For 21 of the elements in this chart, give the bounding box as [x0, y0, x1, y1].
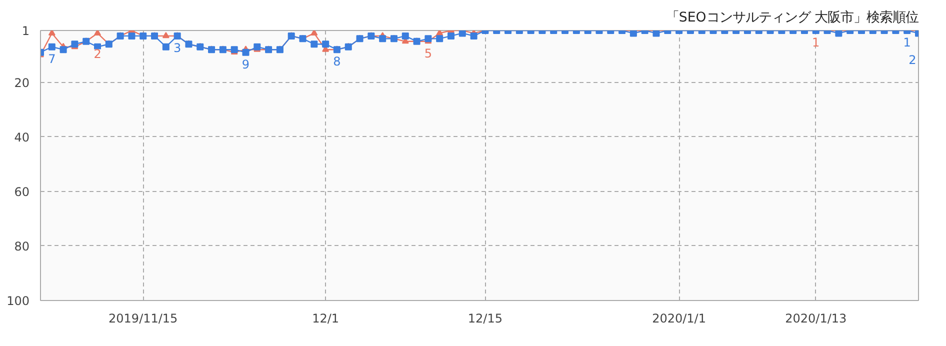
y-tick-label: 1	[22, 24, 30, 38]
data-label: 8	[333, 54, 341, 69]
data-label: 2	[908, 53, 916, 68]
y-tick-label: 60	[14, 184, 30, 199]
y-tick-label: 20	[14, 76, 30, 90]
data-label: 3	[174, 40, 182, 55]
y-tick-label: 40	[14, 130, 30, 144]
chart-title: 「SEOコンサルティング 大阪市」検索順位	[666, 10, 918, 26]
y-tick-label: 100	[6, 294, 30, 308]
x-tick-label: 2020/1/1	[652, 312, 706, 326]
data-label: 5	[424, 46, 432, 60]
x-tick-label: 2020/1/13	[785, 312, 847, 326]
x-tick-label: 12/1	[312, 312, 340, 326]
data-label: 1	[903, 36, 911, 50]
x-tick-label: 12/15	[468, 312, 503, 326]
data-label: 9	[242, 57, 250, 72]
x-tick-label: 2019/11/15	[108, 312, 178, 326]
data-label: 7	[48, 52, 56, 66]
data-label: 1	[812, 36, 820, 50]
y-tick-label: 80	[14, 239, 30, 254]
data-label: 2	[94, 47, 102, 62]
